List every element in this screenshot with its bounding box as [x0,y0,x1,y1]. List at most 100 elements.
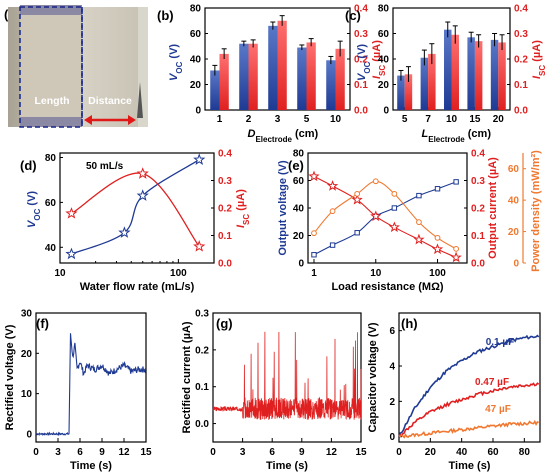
y-tick-label-left: 80 [293,149,305,160]
y-tick-label: 30 [21,309,33,320]
bar-isc [451,34,459,110]
x-axis-label: Time (s) [70,460,112,472]
x-tick-label: 10 [446,114,458,125]
y-tick-label-right2: 60 [508,164,520,175]
isc-point [193,240,206,252]
x-tick-label: 100 [429,268,446,279]
bar-isc [498,42,506,110]
series-label: 0.47 µF [475,377,509,388]
voltage-point [311,252,317,258]
y-tick-label: 6 [389,326,395,337]
x-tick-label: 20 [425,447,437,458]
nozzle-shape [137,82,143,118]
y-axis-label-left: VOC (V) [26,191,42,228]
current-point [413,233,425,245]
power-point [453,245,460,252]
electrode-block [20,7,82,127]
x-tick-label: 15 [469,114,481,125]
y-axis-label-right-group: ISC (µA) [531,40,547,79]
voc-point [65,247,78,260]
x-tick-label: 20 [493,114,505,125]
x-tick-label: 0 [33,447,39,458]
voltage-curve [313,181,457,256]
y-axis-label-left: Output voltage (V) [277,160,289,256]
y-tick-label: 10 [21,389,33,400]
bar-isc [474,41,483,110]
plot-frame [212,312,362,443]
bar-voc [397,75,405,110]
voc-point [136,189,149,201]
x-tick-label: 3 [55,447,61,458]
voltage-trace [35,333,147,437]
isc-point [65,207,78,219]
annotation-50mls: 50 mL/s [86,161,124,172]
y-axis-label-right: ISC (µA) [371,40,387,79]
y-tick-label: 0.3 [195,309,209,320]
current-point [388,221,400,233]
x-tick-label: 40 [456,447,468,458]
power-point [391,190,398,197]
y-axis-label-left: VOC (V) [356,44,372,81]
y-tick-label-left: 0 [298,259,304,270]
x-tick-label: 80 [519,447,531,458]
y-tick-label-right: 0.2 [471,204,485,215]
x-tick-label: 15 [355,447,367,458]
y-tick-label-right: 0.4 [471,149,485,160]
isc-point [136,167,149,179]
bar-voc [467,37,475,111]
length-label: Length [35,95,70,107]
x-axis-label: Water flow rate (mL/s) [80,281,195,293]
voltage-point [453,179,459,185]
current-point [431,243,444,255]
power-point [434,234,441,241]
power-point [354,190,361,197]
y-axis-label: Rectified voltage (V) [4,324,16,430]
second-electrode [138,7,148,127]
x-tick-label: 9 [299,447,305,458]
x-tick-label: 1 [311,268,317,279]
y-tick-label-left: 80 [378,4,390,15]
bar-isc [428,53,436,110]
panel-label-e: (e) [288,158,304,173]
panel-g: (g) 0 3 6 9 12 15 0.0 0.1 0.2 0.3 Time (s) Rectified… [181,309,367,473]
voc-point [193,153,206,165]
bar-voc [297,47,307,110]
y-tick-label: 4 [389,362,395,373]
series-label: 47 µF [485,404,511,415]
y-axis-label-right-group: ISC (µA) [235,189,251,228]
bar-voc [239,43,249,111]
panel-label-g: (g) [216,316,233,331]
x-tick-label: 6 [77,447,83,458]
x-tick-label: 0 [396,447,402,458]
y-tick-label-right: 0.3 [354,29,368,40]
voc-curve [71,159,200,255]
current-point [450,251,462,263]
y-tick-label-left: 60 [293,176,305,187]
y-tick-label-left: 60 [45,198,57,209]
y-axis-label-left: VOC (V) [168,44,184,81]
distance-arrow-head-left [84,115,92,125]
bar-isc [219,53,229,110]
x-tick-label: 1 [217,114,223,125]
distance-label: Distance [88,95,132,107]
bar-voc [210,70,220,110]
x-axis-label: Time (s) [266,460,308,472]
x-tick-label: 12 [326,447,338,458]
panel-label-c: (c) [345,8,361,23]
y-tick-label: 0.2 [195,345,209,356]
y-tick-label-right: 0.1 [218,231,232,242]
y-tick-label-right: 0.1 [354,80,368,91]
y-tick-label-left: 80 [190,4,202,15]
bar-voc [490,39,499,110]
y-tick-label: 20 [21,349,33,360]
capacitor-trace-2 [398,419,539,439]
current-point [308,170,320,182]
voltage-point [391,205,398,211]
bar-isc [335,48,345,110]
current-point [326,180,339,191]
y-tick-label: 0.1 [195,382,209,393]
y-tick-label-right: 0.0 [471,259,485,270]
y-tick-label-left: 80 [45,153,57,164]
